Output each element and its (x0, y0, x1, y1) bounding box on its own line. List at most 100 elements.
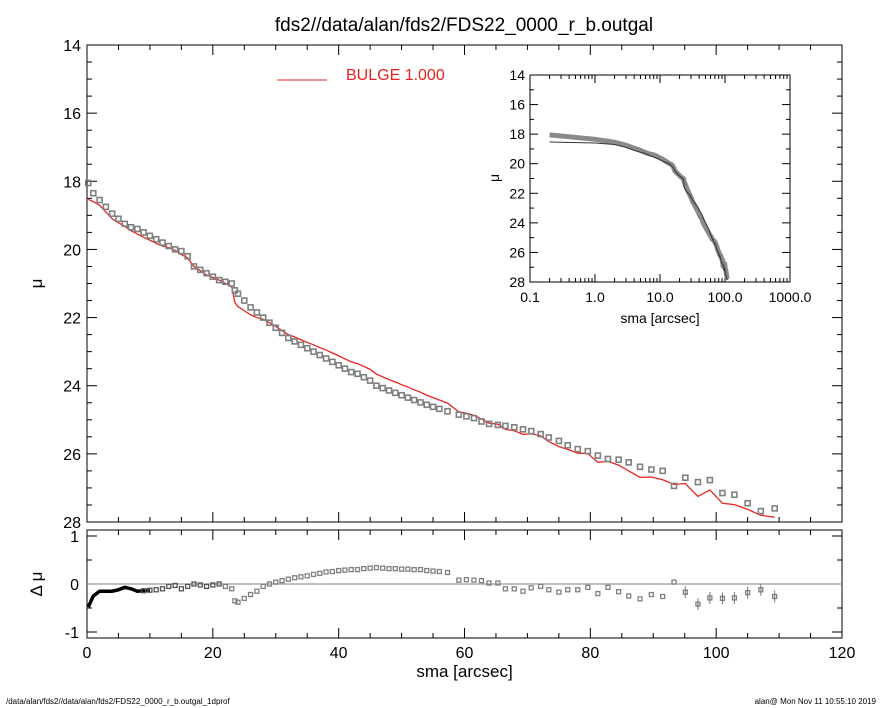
residual-point (648, 591, 655, 598)
y-tick-label: 16 (63, 106, 81, 123)
observed-point (209, 273, 217, 280)
residual-point (185, 583, 191, 590)
residual-point (140, 588, 147, 594)
residual-point (392, 565, 398, 572)
y-tick-label: 16 (509, 97, 525, 113)
residual-point (203, 583, 210, 590)
residual-point (456, 577, 462, 583)
residual-point (556, 589, 562, 595)
observed-point (316, 351, 324, 359)
observed-point (519, 426, 527, 433)
residual-point (502, 586, 509, 592)
model-bulge-line (87, 198, 775, 518)
residual-point (386, 565, 392, 572)
observed-point (510, 423, 518, 431)
observed-point (297, 341, 305, 349)
x-tick-label: 0 (83, 645, 92, 662)
observed-point (574, 445, 582, 453)
observed-point (771, 505, 778, 512)
observed-point (303, 344, 311, 352)
observed-point (285, 334, 292, 342)
residual-point (166, 583, 172, 590)
observed-point (178, 247, 185, 255)
observed-point (146, 232, 154, 240)
residual-point (671, 579, 677, 585)
x-axis-label: sma [arcsec] (416, 662, 512, 681)
observed-point (502, 422, 509, 430)
y-tick-label: 20 (509, 156, 525, 172)
residual-inner-trace (86, 585, 151, 608)
observed-point (322, 355, 330, 362)
observed-point (444, 407, 451, 415)
observed-point (485, 420, 493, 428)
observed-point (215, 276, 223, 284)
residual-point (348, 566, 354, 573)
observed-point (564, 442, 571, 449)
observed-point (659, 467, 666, 475)
observed-point (152, 235, 160, 243)
observed-point (670, 482, 678, 490)
residual-point (546, 587, 552, 593)
residual-point (235, 599, 241, 605)
observed-point (266, 319, 273, 326)
residual-point (229, 586, 235, 592)
y-tick-label: 20 (63, 242, 81, 259)
observed-point (398, 391, 405, 399)
y-tick-label: 18 (509, 126, 525, 142)
residual-point (323, 569, 329, 575)
residual-point (367, 565, 373, 571)
residual-point (291, 575, 298, 581)
residual-point (304, 573, 310, 579)
residual-point (279, 577, 285, 584)
x-tick-label: 10.0 (646, 289, 673, 305)
residual-point (210, 582, 216, 588)
observed-point (234, 290, 242, 298)
plot-frame (529, 74, 791, 283)
observed-point (115, 215, 122, 223)
observed-point (706, 476, 714, 484)
residual-point (436, 568, 442, 575)
observed-point (247, 304, 254, 311)
residual-point (430, 568, 436, 574)
y-tick-label: 14 (509, 67, 525, 83)
observed-point (140, 229, 147, 236)
residual-point (153, 587, 159, 593)
observed-point (584, 447, 592, 455)
chart-title: fds2//data/alan/fds2/FDS22_0000_r_b.outg… (275, 15, 653, 36)
observed-point (190, 263, 198, 270)
observed-point (360, 373, 368, 381)
residual-point (565, 587, 571, 593)
main-profile-panel: 14 16 18 20 22 24 26 28 μ BULGE 1.000 (27, 38, 843, 532)
residual-point (511, 586, 517, 592)
residual-point (444, 569, 451, 576)
residual-point (424, 567, 430, 574)
observed-point (385, 387, 393, 394)
observed-point (121, 220, 129, 228)
residual-point (463, 577, 470, 583)
residual-point (172, 582, 178, 589)
observed-point (240, 297, 248, 304)
residual-point (197, 582, 203, 588)
residual-point (520, 588, 526, 594)
residual-point (178, 586, 185, 592)
inset-log-panel: 14 16 18 20 22 24 26 280.1 1.0 10.0 100.0 1000.0 sma… (486, 67, 812, 326)
residual-point (354, 566, 361, 573)
y-axis-label: μ (486, 174, 502, 182)
residual-point (615, 589, 622, 595)
observed-point (545, 434, 553, 441)
y-axis-label: Δ μ (27, 572, 46, 597)
observed-point (354, 370, 361, 378)
observed-point (604, 455, 612, 463)
observed-point (555, 437, 563, 445)
observed-point (636, 463, 644, 471)
residual-point (478, 577, 485, 584)
observed-point (537, 430, 544, 438)
y-axis-label: μ (27, 279, 46, 289)
observed-point (253, 309, 261, 316)
residual-point (605, 584, 611, 591)
x-tick-label: 60 (456, 645, 474, 662)
observed-point (171, 246, 179, 253)
residual-point (637, 596, 643, 602)
